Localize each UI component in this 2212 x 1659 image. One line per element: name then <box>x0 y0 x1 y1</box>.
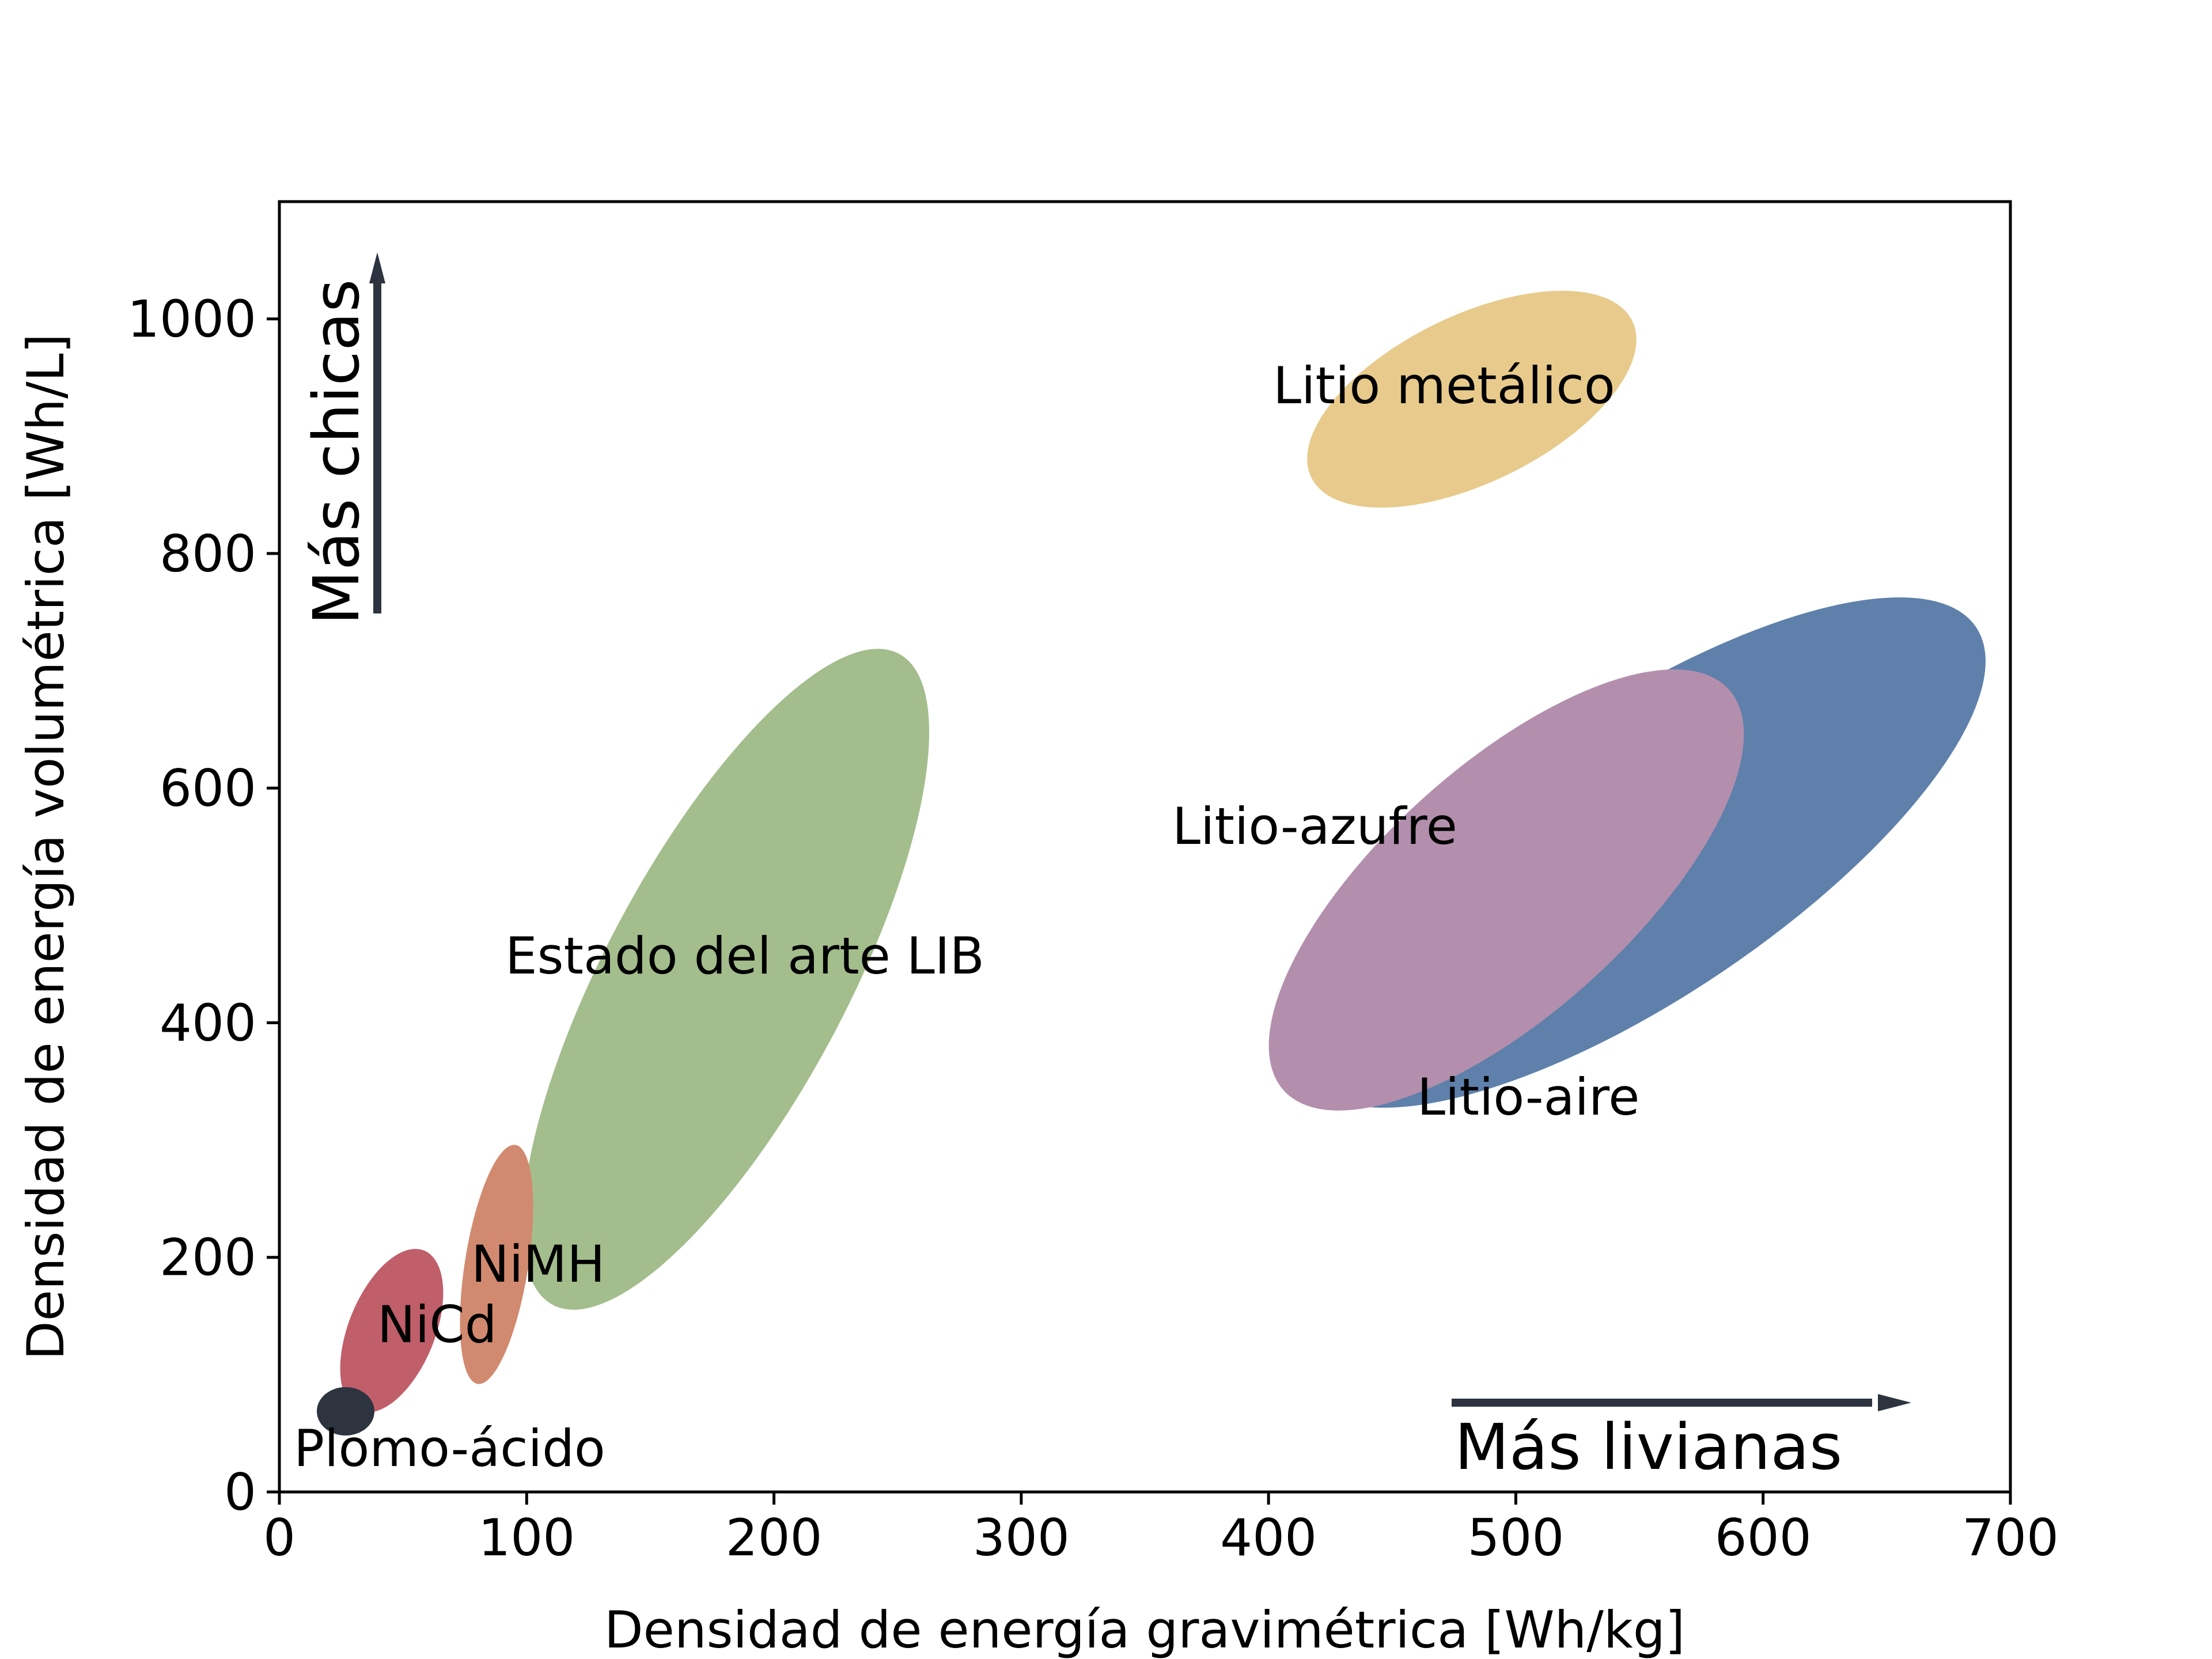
y-tick-label: 800 <box>160 524 256 584</box>
x-tick-label: 0 <box>263 1508 296 1567</box>
region-litio-azufre <box>1268 669 1744 1111</box>
region-plomo-acido <box>317 1387 374 1435</box>
x-axis: 0 100 200 300 400 500 600 700 <box>263 1492 2059 1567</box>
annotation-text-up: Más chicas <box>300 279 373 625</box>
energy-regions <box>317 290 1986 1435</box>
y-tick-label: 0 <box>224 1463 256 1522</box>
x-tick-label: 700 <box>1962 1508 2059 1567</box>
annotation-text-right: Más livianas <box>1455 1410 1842 1484</box>
label-litio-azufre: Litio-azufre <box>1172 797 1457 856</box>
label-litio-metalico: Litio metálico <box>1273 356 1615 415</box>
x-tick-label: 600 <box>1715 1508 1812 1567</box>
region-labels: Litio-aire Litio-azufre Litio metálico Esta… <box>294 356 1639 1478</box>
region-nimh <box>460 1145 533 1384</box>
y-tick-label: 200 <box>160 1228 256 1287</box>
y-tick-label: 400 <box>160 993 256 1052</box>
label-nicd: NiCd <box>377 1295 497 1354</box>
x-tick-label: 100 <box>478 1508 575 1567</box>
label-litio-aire: Litio-aire <box>1417 1067 1639 1127</box>
x-tick-label: 400 <box>1220 1508 1317 1567</box>
region-nicd <box>340 1249 444 1412</box>
region-litio-metalico <box>1307 290 1637 508</box>
region-estado-del-arte-lib <box>522 649 930 1310</box>
x-tick-label: 500 <box>1467 1508 1564 1567</box>
label-nimh: NiMH <box>471 1234 605 1294</box>
x-axis-title: Densidad de energía gravimétrica [Wh/kg] <box>604 1600 1685 1659</box>
label-plomo-acido: Plomo-ácido <box>294 1419 605 1478</box>
x-tick-label: 200 <box>726 1508 823 1567</box>
x-tick-label: 300 <box>973 1508 1070 1567</box>
annotation-arrow-up <box>369 252 385 613</box>
y-axis: 0 200 400 600 800 1000 <box>127 290 279 1522</box>
y-tick-label: 600 <box>160 759 256 818</box>
y-axis-title: Densidad de energía volumétrica [Wh/L] <box>16 334 75 1360</box>
label-estado-del-arte-lib: Estado del arte LIB <box>505 926 984 986</box>
annotation-arrow-right <box>1452 1394 1911 1411</box>
y-tick-label: 1000 <box>127 290 256 349</box>
plot-frame <box>278 200 2012 1494</box>
